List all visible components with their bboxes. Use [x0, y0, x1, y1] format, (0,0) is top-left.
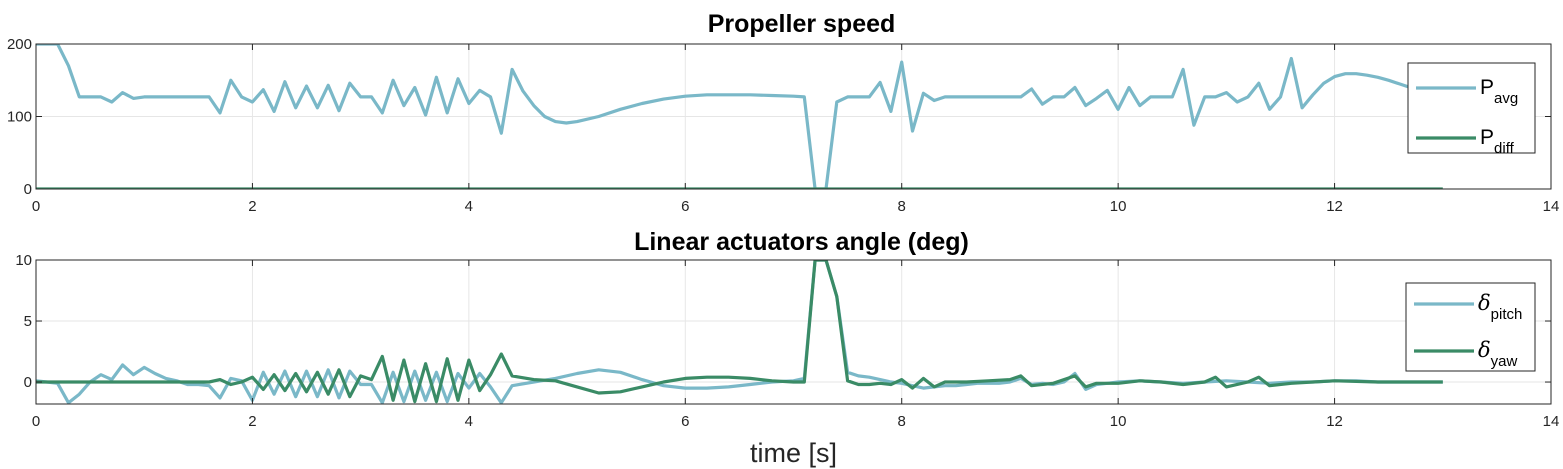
legend-label-sub: yaw: [1491, 353, 1518, 370]
x-tick-label: 10: [1110, 198, 1127, 215]
x-tick-label: 6: [681, 413, 689, 430]
y-tick-label: 10: [15, 252, 32, 269]
legend-label-sub: avg: [1494, 90, 1518, 107]
y-tick-label: 200: [7, 36, 32, 53]
x-tick-label: 6: [681, 198, 689, 215]
legend-label: δpitch: [1478, 291, 1522, 323]
legend-label-main: δ: [1478, 291, 1491, 315]
legend-label-main: P: [1480, 76, 1494, 99]
legend-label-sub: pitch: [1491, 306, 1523, 323]
x-tick-label: 0: [32, 198, 40, 215]
legend-item: δyaw: [1414, 338, 1517, 370]
x-tick-label: 2: [248, 413, 256, 430]
y-tick-label: 0: [24, 374, 32, 391]
legend-item: Pdiff: [1416, 126, 1515, 157]
x-tick-label: 12: [1326, 413, 1343, 430]
x-tick-label: 12: [1326, 198, 1343, 215]
x-tick-label: 4: [465, 198, 473, 215]
legend-label: Pdiff: [1480, 126, 1515, 157]
legend-label-main: P: [1480, 126, 1494, 149]
x-tick-label: 14: [1543, 198, 1560, 215]
subplot-2: 0 2 4 6 8 10 12 14 0 5 10 Linear actuators angle (d…: [15, 228, 1559, 468]
legend-label-main: δ: [1478, 338, 1491, 362]
legend-box: [1405, 282, 1536, 372]
legend-item: Pavg: [1416, 76, 1518, 107]
y-tick-label: 100: [7, 109, 32, 126]
x-tick-label: 2: [248, 198, 256, 215]
chart-title: Linear actuators angle (deg): [634, 228, 969, 256]
x-tick-label: 14: [1543, 413, 1560, 430]
series-line-δ_yaw: [36, 260, 1443, 404]
x-tick-label: 4: [465, 413, 473, 430]
x-axis-label: time [s]: [750, 438, 837, 468]
legend-label: δyaw: [1478, 338, 1517, 370]
legend-item: δpitch: [1414, 291, 1522, 323]
x-tick-label: 0: [32, 413, 40, 430]
axes-box: [35, 259, 1552, 405]
series-line-P_avg: [36, 44, 1422, 189]
legend-label-sub: diff: [1494, 140, 1515, 157]
x-tick-label: 8: [898, 413, 906, 430]
y-tick-label: 0: [24, 181, 32, 198]
x-tick-label: 8: [898, 198, 906, 215]
y-tick-label: 5: [24, 313, 32, 330]
chart-title: Propeller speed: [708, 10, 896, 38]
x-tick-label: 10: [1110, 413, 1127, 430]
legend-label: Pavg: [1480, 76, 1518, 107]
